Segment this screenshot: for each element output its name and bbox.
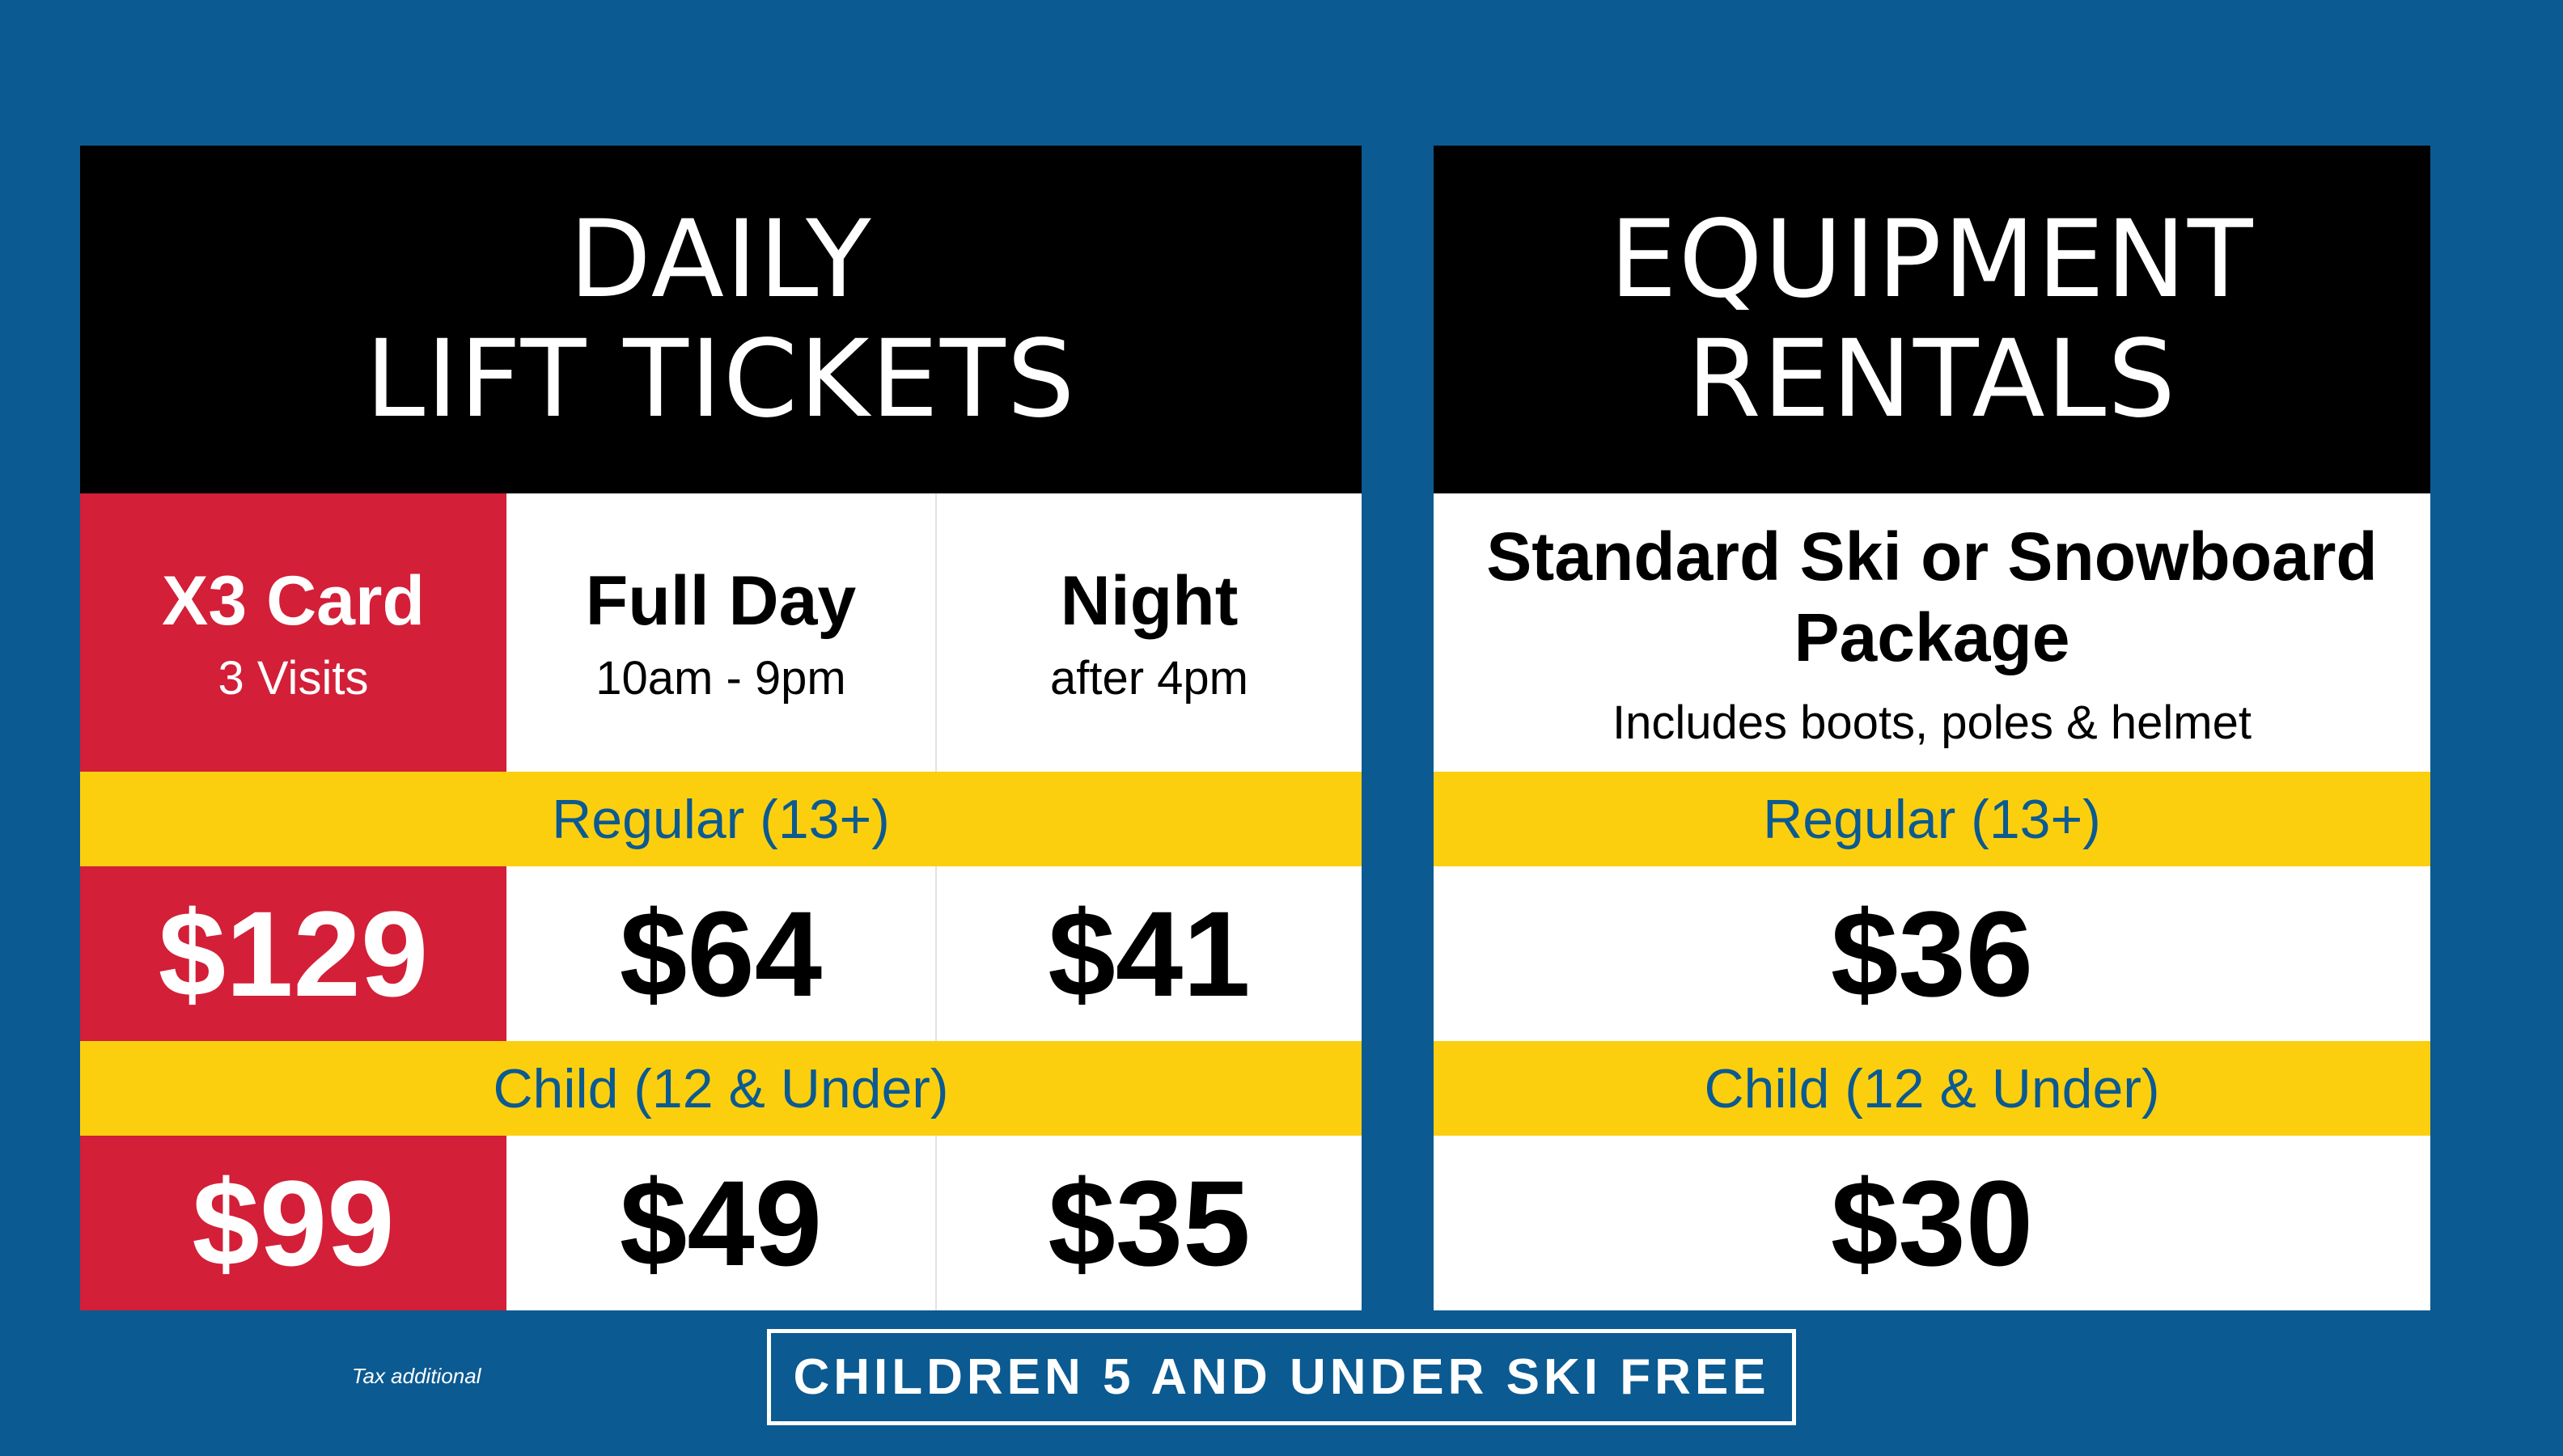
column-subtitle: 10am - 9pm — [595, 651, 846, 705]
price-full-day-regular: $64 — [619, 885, 823, 1022]
price-x3-child: $99 — [80, 1136, 506, 1310]
child-band: Child (12 & Under) — [1434, 1041, 2430, 1136]
price-rental-child: $30 — [1830, 1154, 2034, 1291]
column-subtitle: after 4pm — [1050, 651, 1248, 705]
column-title: Night — [1060, 561, 1239, 640]
column-subtitle: 3 Visits — [218, 651, 369, 705]
equipment-rentals-panel: EQUIPMENT RENTALS Standard Ski or Snowbo… — [1434, 146, 2430, 1310]
column-title: X3 Card — [161, 561, 426, 640]
header-line-1: EQUIPMENT — [1609, 197, 2255, 322]
tax-note: Tax additional — [352, 1364, 481, 1388]
column-night: Night after 4pm — [935, 493, 1362, 772]
child-band: Child (12 & Under) — [80, 1041, 1362, 1136]
column-full-day: Full Day 10am - 9pm — [506, 493, 935, 772]
regular-band: Regular (13+) — [80, 772, 1362, 866]
promo-banner: CHILDREN 5 AND UNDER SKI FREE — [767, 1329, 1796, 1425]
package-info: Standard Ski or Snowboard Package Includ… — [1434, 493, 2430, 772]
column-title: Full Day — [585, 561, 857, 640]
price-rental-regular: $36 — [1830, 885, 2034, 1022]
package-subtitle: Includes boots, poles & helmet — [1612, 696, 2252, 749]
header-line-2: LIFT TICKETS — [365, 317, 1077, 442]
lift-tickets-panel: DAILY LIFT TICKETS X3 Card 3 Visits Full… — [80, 146, 1362, 1310]
column-x3-card: X3 Card 3 Visits — [80, 493, 506, 772]
package-title: Standard Ski or Snowboard Package — [1486, 518, 2378, 675]
price-full-day-child: $49 — [619, 1154, 823, 1291]
header-line-1: DAILY — [569, 197, 873, 322]
rentals-header: EQUIPMENT RENTALS — [1434, 146, 2430, 493]
price-x3-regular: $129 — [80, 866, 506, 1041]
price-night-child: $35 — [935, 1136, 1362, 1310]
regular-band: Regular (13+) — [1434, 772, 2430, 866]
price-night-regular: $41 — [935, 866, 1362, 1041]
lift-tickets-header: DAILY LIFT TICKETS — [80, 146, 1362, 493]
header-line-2: RENTALS — [1687, 317, 2177, 442]
